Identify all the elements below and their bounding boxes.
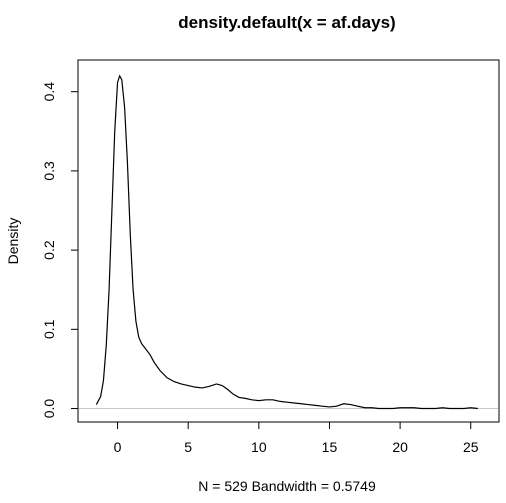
x-axis: 0 5 10 15 20 25 xyxy=(114,422,479,455)
y-tick-label: 0.1 xyxy=(41,319,57,339)
y-tick-label: 0.4 xyxy=(41,82,57,102)
x-tick-label: 5 xyxy=(184,439,192,455)
y-axis-label: Density xyxy=(5,218,21,265)
x-axis-label: N = 529 Bandwidth = 0.5749 xyxy=(198,478,376,494)
plot-frame xyxy=(77,59,500,423)
y-tick-label: 0.3 xyxy=(41,161,57,181)
x-tick-label: 20 xyxy=(392,439,408,455)
density-curve xyxy=(95,74,478,410)
x-tick-label: 15 xyxy=(322,439,338,455)
chart-title: density.default(x = af.days) xyxy=(178,13,395,32)
y-tick-label: 0.2 xyxy=(41,240,57,260)
y-tick-label: 0.0 xyxy=(41,399,57,419)
x-tick-label: 25 xyxy=(463,439,479,455)
x-tick-label: 10 xyxy=(251,439,267,455)
x-tick-label: 0 xyxy=(114,439,122,455)
y-axis: 0.0 0.1 0.2 0.3 0.4 xyxy=(41,82,78,419)
